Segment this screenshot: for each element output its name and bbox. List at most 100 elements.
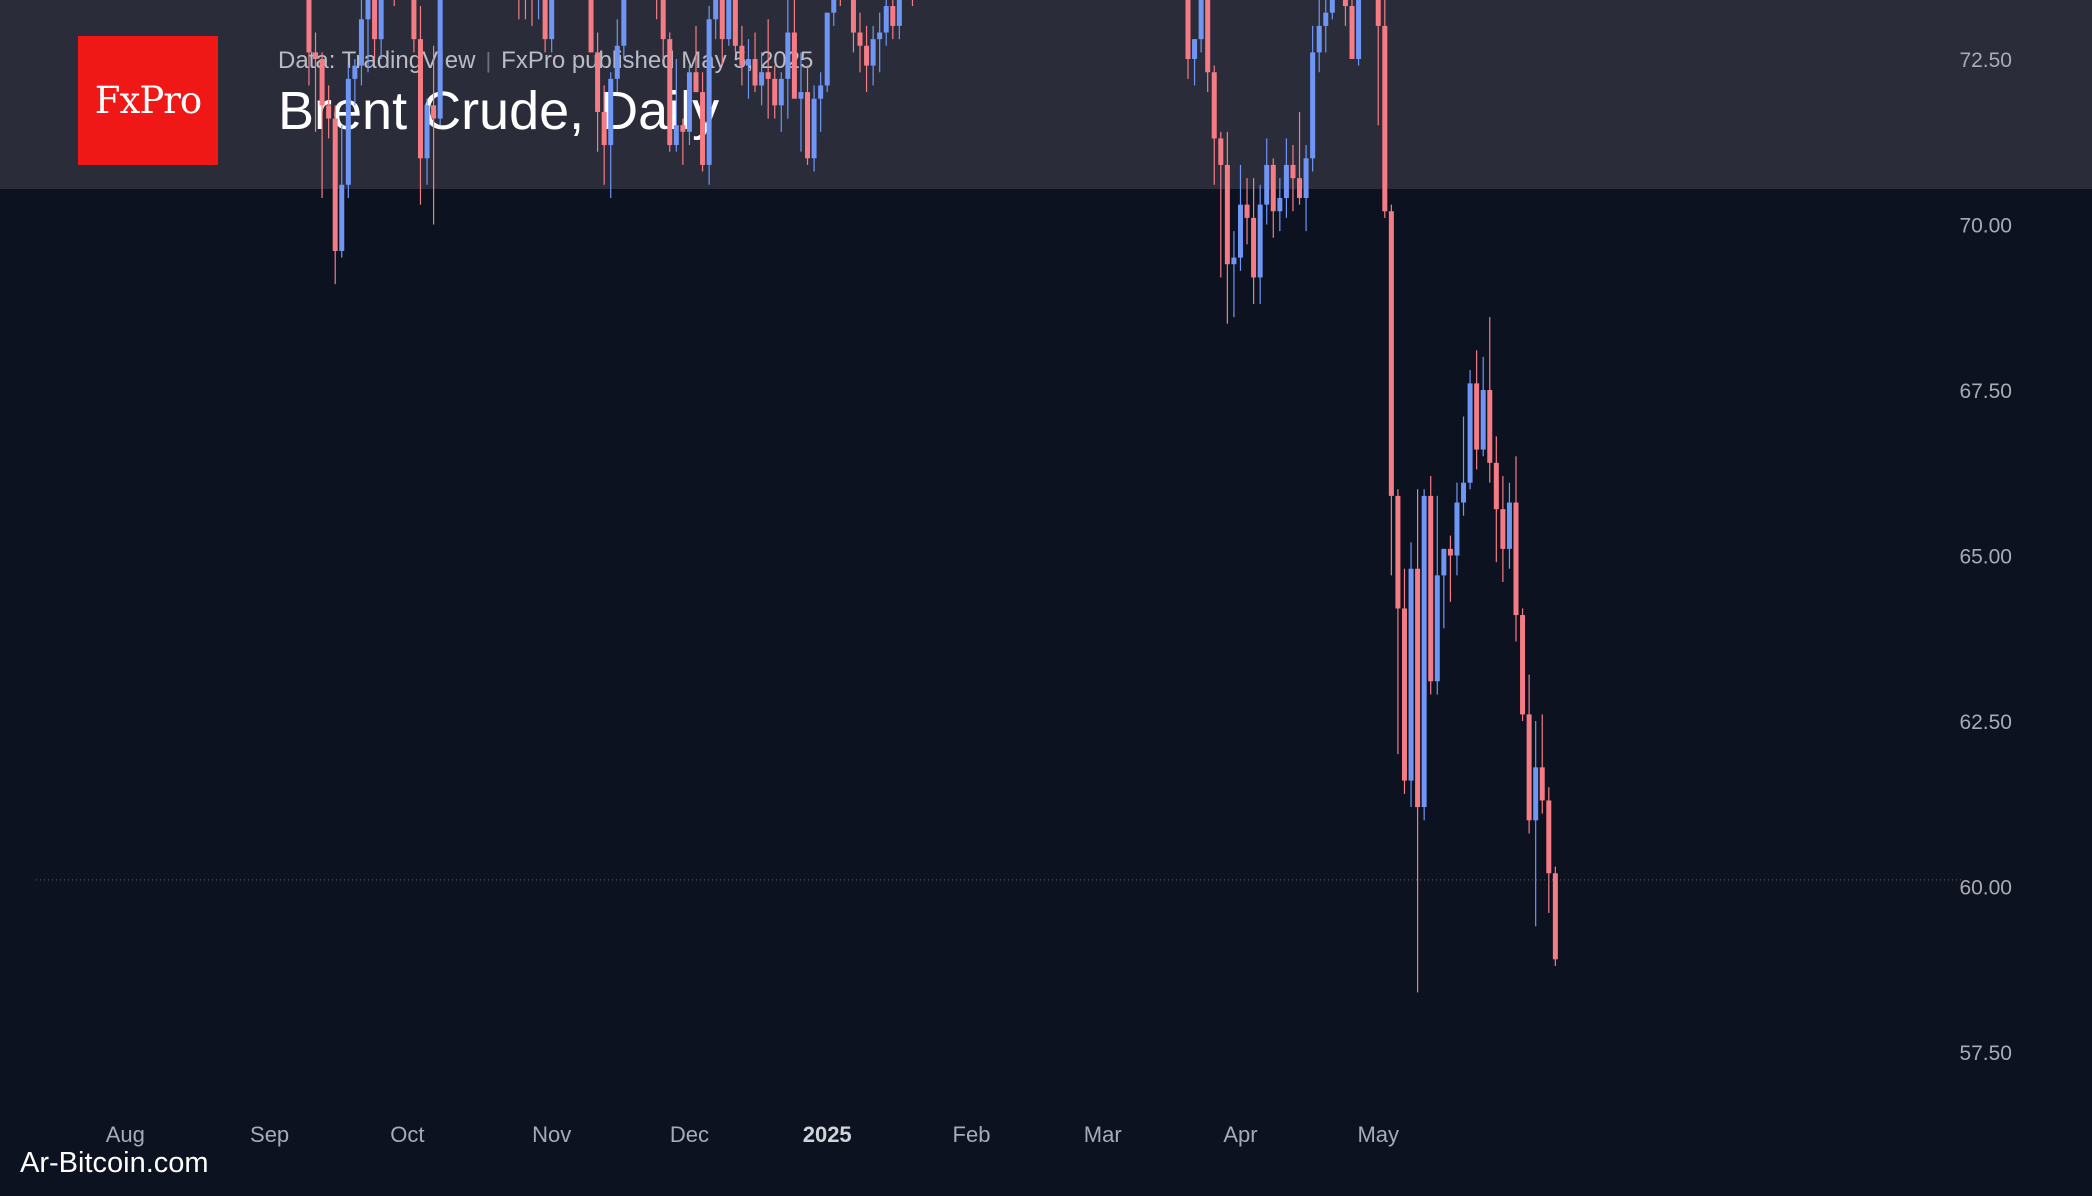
candle-body[interactable] (1388, 211, 1394, 496)
candle-body[interactable] (1205, 0, 1211, 73)
candle-body[interactable] (1461, 482, 1467, 503)
candle-body[interactable] (1552, 873, 1558, 960)
candle-body[interactable] (811, 98, 817, 159)
candle-body[interactable] (1277, 198, 1283, 212)
candle-body[interactable] (352, 65, 358, 79)
candle-body[interactable] (850, 0, 856, 33)
candle-body[interactable] (1520, 615, 1526, 715)
candle-body[interactable] (667, 39, 673, 146)
candle-body[interactable] (1441, 548, 1447, 576)
candle-body[interactable] (549, 0, 555, 40)
candle-body[interactable] (326, 105, 332, 119)
candle-body[interactable] (732, 0, 738, 46)
candle-body[interactable] (1270, 164, 1276, 212)
candle-body[interactable] (864, 45, 870, 66)
candle-body[interactable] (1218, 138, 1224, 165)
candle-body[interactable] (1487, 390, 1493, 463)
candle-body[interactable] (313, 52, 319, 59)
candle-body[interactable] (739, 45, 745, 66)
candle-body[interactable] (713, 0, 719, 20)
candle-body[interactable] (791, 32, 797, 99)
candle-body[interactable] (752, 59, 758, 86)
candle-body[interactable] (726, 0, 732, 40)
candle-body[interactable] (378, 0, 384, 40)
candle-body[interactable] (1467, 383, 1473, 483)
candle-body[interactable] (1303, 158, 1309, 199)
candle-body[interactable] (831, 0, 837, 13)
candle-body[interactable] (1382, 25, 1388, 212)
candle-body[interactable] (1185, 0, 1191, 59)
candle-body[interactable] (1211, 72, 1217, 139)
candle-body[interactable] (437, 0, 443, 119)
candle-body[interactable] (601, 111, 607, 146)
candle-body[interactable] (595, 52, 601, 112)
candle-body[interactable] (1454, 502, 1460, 556)
candle-body[interactable] (673, 125, 679, 146)
candle-body[interactable] (798, 92, 804, 99)
candle-body[interactable] (1421, 495, 1427, 808)
candle-body[interactable] (818, 85, 824, 99)
candle-body[interactable] (1283, 164, 1289, 199)
candle-body[interactable] (1513, 502, 1519, 616)
candle-body[interactable] (1198, 0, 1204, 40)
candle-body[interactable] (890, 6, 896, 26)
candle-body[interactable] (332, 118, 338, 251)
candle-body[interactable] (365, 0, 371, 20)
candle-body[interactable] (1342, 0, 1348, 7)
candle-body[interactable] (1375, 0, 1381, 26)
candle-body[interactable] (805, 92, 811, 159)
candle-body[interactable] (319, 59, 325, 106)
candle-body[interactable] (608, 78, 614, 146)
candle-body[interactable] (1244, 204, 1250, 218)
candle-body[interactable] (1257, 204, 1263, 278)
candle-body[interactable] (1237, 204, 1243, 258)
candle-body[interactable] (424, 105, 430, 159)
candle-body[interactable] (621, 0, 627, 46)
candle-body[interactable] (700, 92, 706, 165)
candle-body[interactable] (1408, 568, 1414, 781)
candle-body[interactable] (1264, 164, 1270, 205)
candle-body[interactable] (778, 78, 784, 106)
candle-body[interactable] (772, 78, 778, 106)
candle-body[interactable] (1297, 178, 1303, 199)
candle-body[interactable] (1480, 390, 1486, 450)
candle-body[interactable] (824, 12, 830, 86)
candle-body[interactable] (765, 72, 771, 79)
candle-body[interactable] (1290, 164, 1296, 179)
candle-body[interactable] (1316, 25, 1322, 53)
candle-body[interactable] (542, 0, 548, 40)
candle-body[interactable] (1447, 548, 1453, 556)
candle-body[interactable] (660, 0, 666, 40)
candle-body[interactable] (339, 184, 345, 251)
candle-body[interactable] (372, 0, 378, 40)
candle-body[interactable] (1224, 164, 1230, 265)
candle-body[interactable] (745, 59, 751, 66)
candle-body[interactable] (1395, 495, 1401, 609)
candle-body[interactable] (1310, 52, 1316, 159)
candle-body[interactable] (693, 72, 699, 93)
candle-body[interactable] (588, 0, 594, 53)
candle-body[interactable] (1349, 6, 1355, 59)
candle-body[interactable] (680, 125, 686, 132)
candle-body[interactable] (417, 39, 423, 159)
candle-body[interactable] (870, 39, 876, 66)
candle-body[interactable] (877, 32, 883, 40)
candle-body[interactable] (686, 72, 692, 132)
candle-body[interactable] (1539, 767, 1545, 801)
candle-body[interactable] (1415, 568, 1421, 808)
candle-body[interactable] (706, 19, 712, 165)
candle-body[interactable] (1526, 714, 1532, 821)
candle-body[interactable] (1533, 767, 1539, 821)
candle-body[interactable] (719, 0, 725, 40)
candle-body[interactable] (1506, 502, 1512, 549)
candle-body[interactable] (1329, 0, 1335, 13)
candle-body[interactable] (1323, 12, 1329, 26)
candle-body[interactable] (857, 32, 863, 46)
candle-body[interactable] (896, 0, 902, 26)
candle-body[interactable] (1251, 217, 1257, 278)
candle-body[interactable] (306, 0, 312, 53)
candle-body[interactable] (1474, 383, 1480, 450)
candle-body[interactable] (1401, 608, 1407, 781)
candle-body[interactable] (785, 32, 791, 79)
